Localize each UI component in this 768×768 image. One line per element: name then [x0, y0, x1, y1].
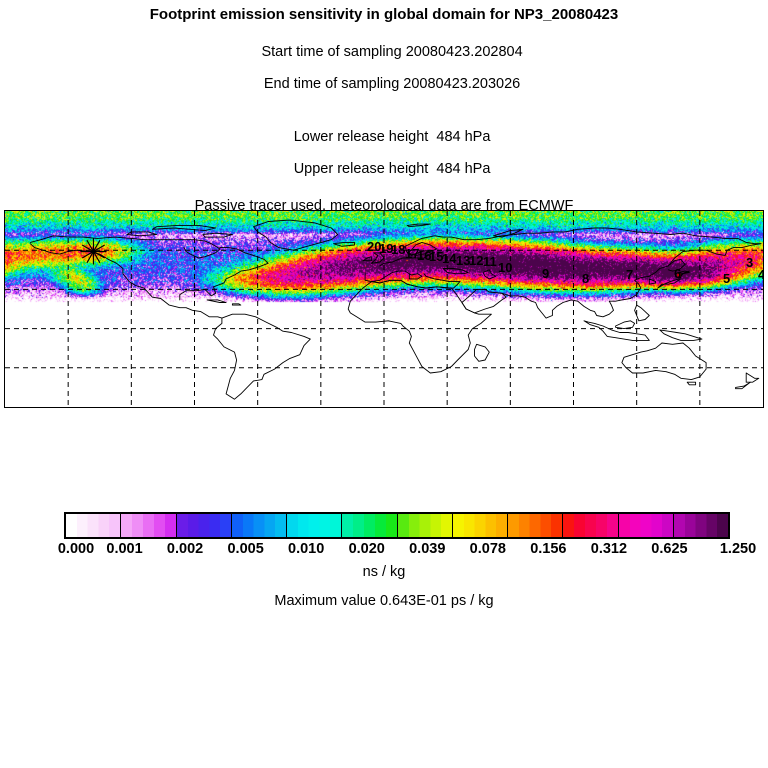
trajectory-day-label-19: 19 — [379, 241, 393, 256]
colorbar-tick-2: 0.002 — [166, 541, 204, 557]
colorbar — [64, 512, 730, 539]
sampling-time-line: Start time of sampling 20080423.202804 E… — [0, 28, 768, 108]
colorbar-tick-labels: 0.000 0.001 0.002 0.005 0.010 0.020 0.039 0.078… — [0, 541, 768, 561]
colorbar-tick-10: 0.625 — [651, 541, 688, 557]
trajectory-day-label-11: 11 — [483, 254, 497, 269]
trajectory-day-label-14: 14 — [442, 251, 457, 266]
end-time-label: End time of sampling 20080423.203026 — [263, 76, 521, 92]
colorbar-band-8 — [508, 514, 564, 537]
figure-header: Footprint emission sensitivity in global… — [0, 0, 768, 214]
colorbar-tick-6: 0.039 — [409, 541, 446, 557]
trajectory-day-label-7: 7 — [626, 267, 633, 282]
maximum-value-label: Maximum value 0.643E-01 ps / kg — [274, 593, 494, 609]
trajectory-day-label-4: 4 — [758, 267, 763, 282]
trajectory-day-label-3: 3 — [746, 255, 753, 270]
trajectory-day-label-9: 9 — [542, 266, 549, 281]
map-gridlines — [5, 211, 763, 407]
trajectory-day-label-8: 8 — [582, 271, 589, 286]
trajectory-day-label-13: 13 — [456, 253, 470, 268]
maximum-value-point — [677, 273, 681, 277]
coastlines — [29, 219, 762, 400]
trajectory-day-label-12: 12 — [469, 253, 483, 268]
release-site-star — [80, 238, 107, 265]
colorbar-tick-5: 0.020 — [348, 541, 385, 557]
upper-release-height-label: Upper release height 484 hPa — [293, 161, 491, 177]
colorbar-band-10 — [618, 514, 674, 537]
colorbar-band-9 — [563, 514, 619, 537]
trajectory-day-label-15: 15 — [429, 249, 443, 264]
colorbar-band-11 — [673, 514, 728, 537]
trajectory-day-label-6: 6 — [674, 266, 681, 281]
start-time-label: Start time of sampling 20080423.202804 — [261, 44, 523, 60]
trajectory-day-label-17: 17 — [405, 246, 419, 261]
trajectory-day-label-20: 20 — [367, 239, 381, 254]
colorbar-band-2 — [176, 514, 232, 537]
colorbar-band-4 — [287, 514, 343, 537]
colorbar-band-6 — [397, 514, 453, 537]
trajectory-day-label-10: 10 — [498, 260, 512, 275]
colorbar-band-1 — [121, 514, 177, 537]
colorbar-band-3 — [231, 514, 287, 537]
colorbar-tick-9: 0.312 — [590, 541, 628, 557]
colorbar-unit-label: ns / kg — [362, 564, 406, 580]
trajectory-day-label-16: 16 — [417, 248, 431, 263]
colorbar-tick-4: 0.010 — [288, 541, 325, 557]
colorbar-band-7 — [452, 514, 508, 537]
release-height-line: Lower release height 484 hPa Upper relea… — [0, 113, 768, 193]
lower-release-height-label: Lower release height 484 hPa — [293, 129, 491, 145]
colorbar-tick-8: 0.156 — [530, 541, 567, 557]
trajectory-day-label-18: 18 — [391, 242, 405, 257]
colorbar-tick-3: 0.005 — [227, 541, 264, 557]
colorbar-tick-11: 1.250 — [719, 541, 757, 557]
figure-title: Footprint emission sensitivity in global… — [149, 6, 619, 23]
colorbar-tick-1: 0.001 — [106, 541, 143, 557]
trajectory-day-label-5: 5 — [723, 271, 730, 286]
colorbar-band-5 — [342, 514, 398, 537]
colorbar-tick-0: 0.000 — [57, 541, 95, 557]
colorbar-tick-7: 0.078 — [469, 541, 506, 557]
colorbar-band-0 — [66, 514, 122, 537]
map-markers — [80, 238, 681, 277]
